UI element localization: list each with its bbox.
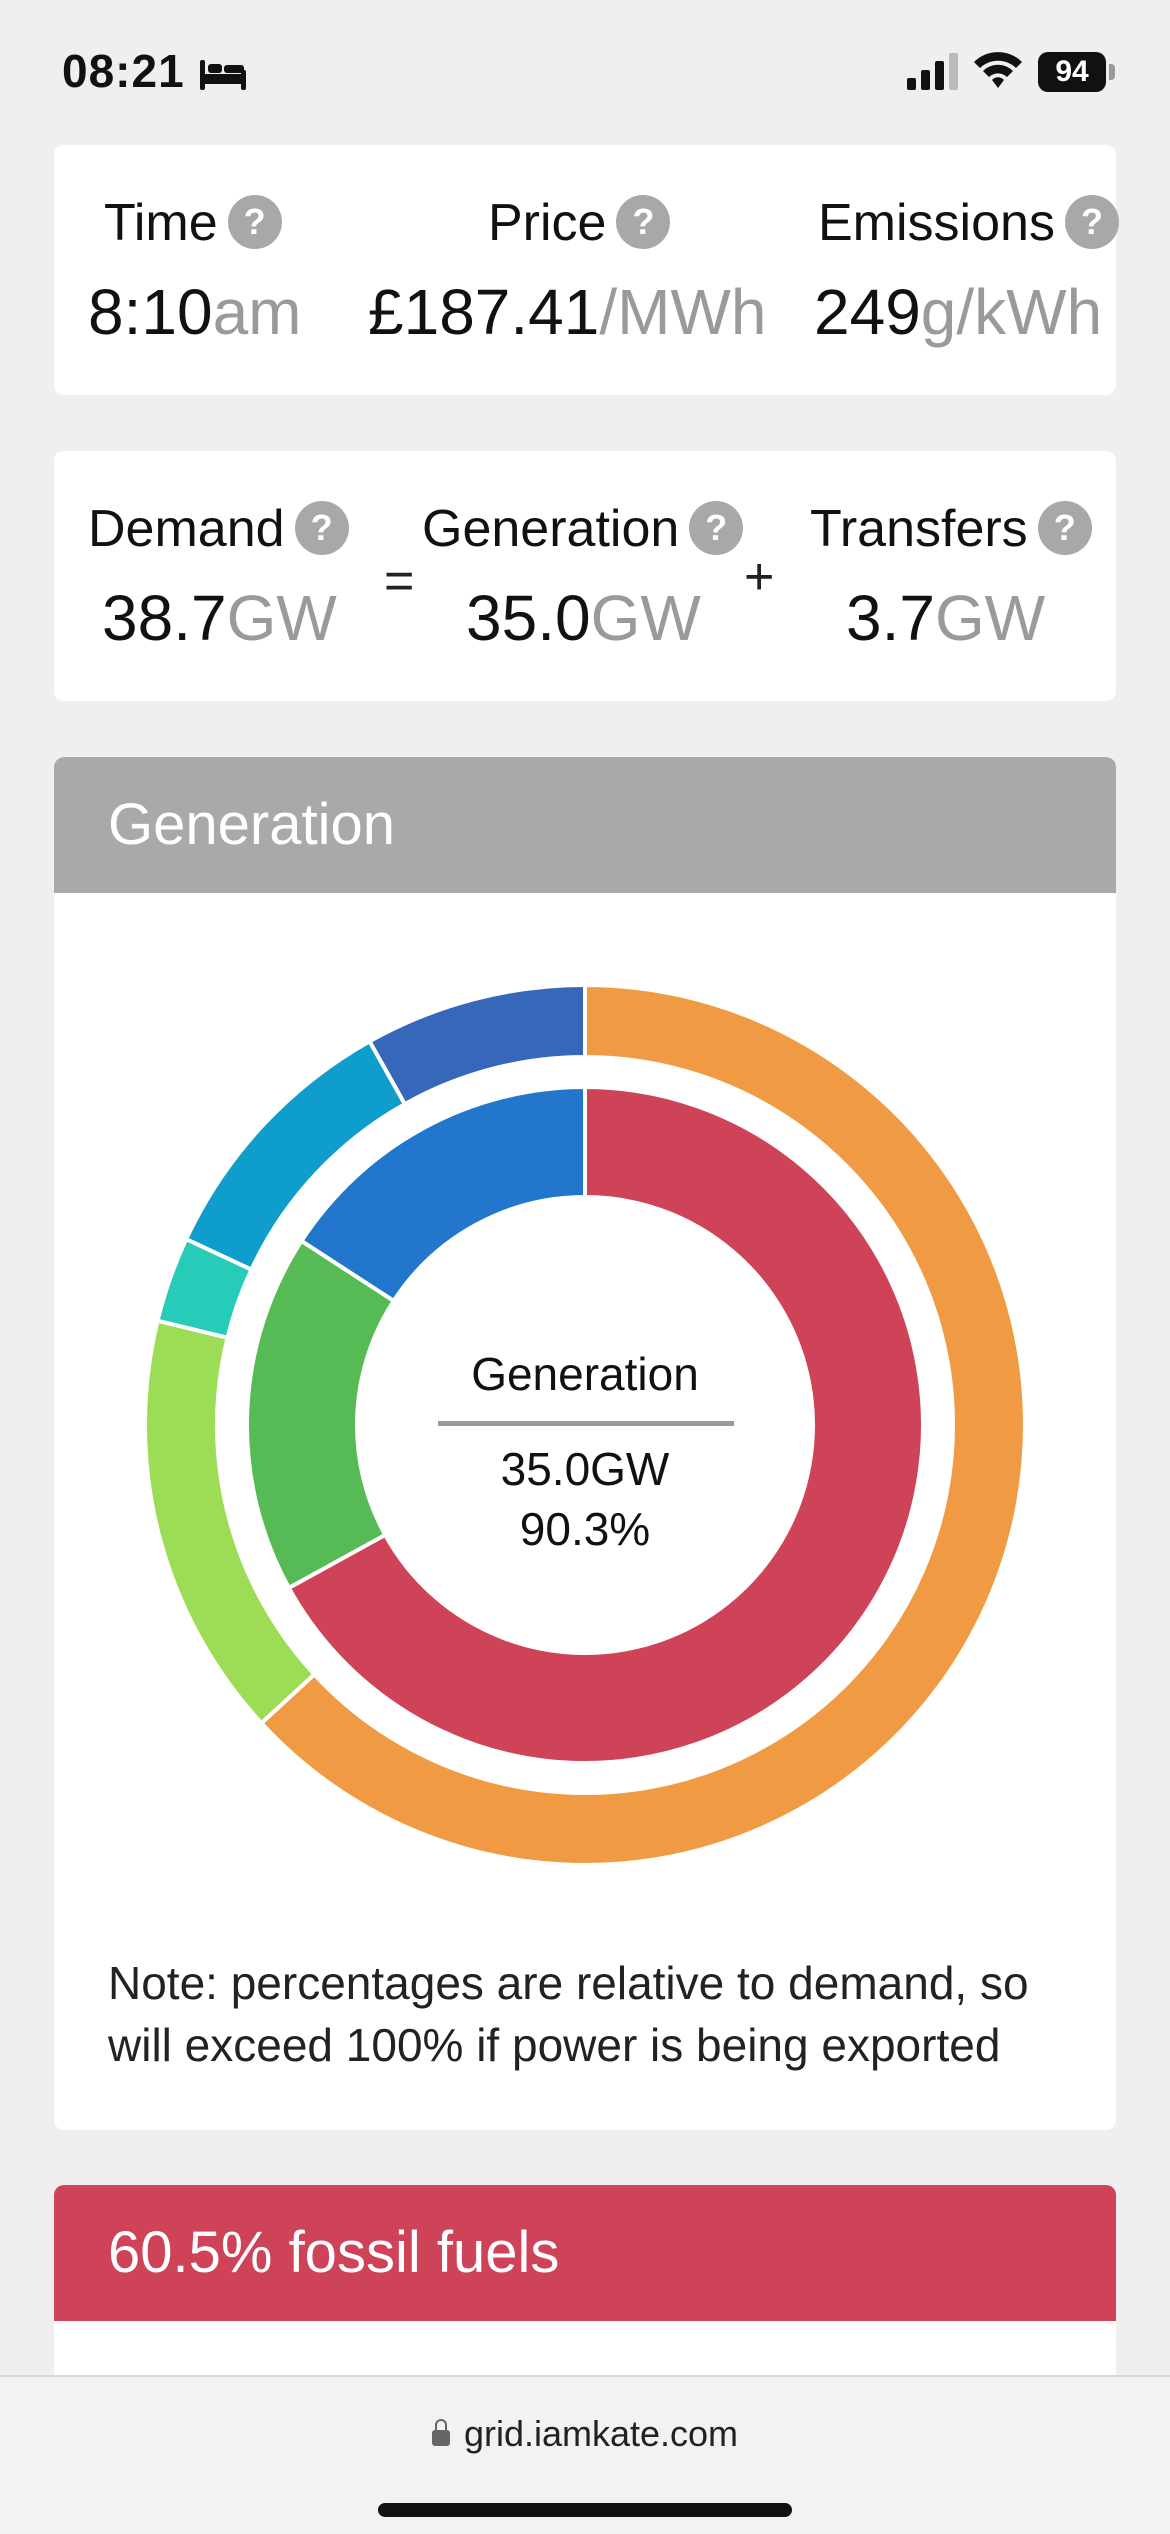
metric-time-unit: am bbox=[212, 276, 302, 348]
metric-time-value-row: 8:10am bbox=[88, 275, 301, 349]
generation-unit: GW bbox=[590, 582, 701, 654]
percentage-note: Note: percentages are relative to demand… bbox=[108, 1957, 1029, 2071]
metric-emissions-value: 249 bbox=[814, 276, 921, 348]
balance-card: Demand? 38.7GW = Generation? 35.0GW + Tr… bbox=[54, 451, 1116, 701]
outer-ring-slice-5[interactable] bbox=[366, 982, 587, 1107]
balance-demand: Demand? 38.7GW bbox=[54, 451, 1116, 701]
inner-ring-slice-1[interactable] bbox=[286, 1084, 925, 1765]
help-icon[interactable]: ? bbox=[689, 501, 744, 556]
generation-label: Generation bbox=[422, 500, 680, 558]
url-text: grid.iamkate.com bbox=[463, 2413, 739, 2454]
demand-label-row: Demand? bbox=[88, 499, 349, 559]
home-indicator[interactable] bbox=[378, 2503, 792, 2517]
help-icon[interactable]: ? bbox=[294, 501, 349, 556]
metric-emissions-value-row: 249g/kWh bbox=[814, 275, 1102, 349]
equals-sign: = bbox=[384, 552, 415, 610]
metrics-card: Time? 8:10am Price? £187.41/MWh Emission… bbox=[54, 145, 1119, 395]
help-icon[interactable]: ? bbox=[616, 195, 671, 250]
wifi-icon bbox=[974, 52, 1022, 88]
generation-value-row: 35.0GW bbox=[466, 581, 701, 655]
inner-ring-slice-3[interactable] bbox=[298, 1084, 587, 1304]
lock-icon bbox=[431, 2419, 450, 2446]
address-bar[interactable]: grid.iamkate.com bbox=[0, 2413, 1170, 2455]
balance-transfers: Transfers? 3.7GW bbox=[54, 451, 1116, 701]
generation-label-row: Generation? bbox=[422, 499, 744, 559]
fossil-fuels-title: 60.5% fossil fuels bbox=[54, 2185, 1116, 2321]
metric-price-unit: /MWh bbox=[599, 276, 767, 348]
metric-price-value: £187.41 bbox=[368, 276, 600, 348]
demand-label: Demand bbox=[88, 500, 285, 558]
generation-chart: Generation 35.0GW 90.3% bbox=[54, 757, 1116, 2130]
metric-time-label: Time bbox=[104, 194, 218, 252]
help-icon[interactable]: ? bbox=[227, 195, 282, 250]
status-bar: 08:21 94 bbox=[0, 0, 1170, 145]
help-icon[interactable]: ? bbox=[1064, 195, 1119, 250]
help-icon[interactable]: ? bbox=[1037, 501, 1092, 556]
browser-bottom-bar: grid.iamkate.com bbox=[0, 2375, 1170, 2534]
generation-panel-title: Generation bbox=[54, 757, 1116, 893]
metric-time: Time? 8:10am bbox=[54, 145, 354, 395]
metric-emissions-label-row: Emissions? bbox=[818, 193, 1119, 253]
generation-value: 35.0 bbox=[466, 582, 591, 654]
metric-price: Price? £187.41/MWh bbox=[54, 145, 1116, 395]
metric-emissions-unit: g/kWh bbox=[920, 276, 1103, 348]
metric-price-label: Price bbox=[488, 194, 607, 252]
transfers-value: 3.7 bbox=[846, 582, 935, 654]
metric-time-value: 8:10 bbox=[88, 276, 213, 348]
plus-sign: + bbox=[744, 548, 775, 606]
metric-time-label-row: Time? bbox=[104, 193, 282, 253]
battery-level: 94 bbox=[1038, 52, 1106, 92]
donut-center-percent: 90.3% bbox=[519, 1503, 651, 1555]
battery-tip bbox=[1109, 64, 1115, 80]
metric-emissions-label: Emissions bbox=[818, 194, 1055, 252]
cellular-signal-icon bbox=[907, 53, 958, 90]
sleep-focus-icon bbox=[200, 60, 246, 90]
donut-center-divider bbox=[438, 1421, 734, 1426]
demand-unit: GW bbox=[226, 582, 337, 654]
demand-value: 38.7 bbox=[102, 582, 227, 654]
demand-value-row: 38.7GW bbox=[102, 581, 337, 655]
transfers-label-row: Transfers? bbox=[810, 499, 1092, 559]
generation-donut-chart bbox=[143, 982, 1027, 1867]
metric-emissions: Emissions? 249g/kWh bbox=[54, 145, 1119, 395]
donut-center-value: 35.0GW bbox=[500, 1443, 670, 1495]
transfers-value-row: 3.7GW bbox=[846, 581, 1045, 655]
outer-ring-slice-1[interactable] bbox=[258, 982, 1027, 1867]
balance-generation: Generation? 35.0GW bbox=[54, 451, 1116, 701]
transfers-label: Transfers bbox=[810, 500, 1028, 558]
donut-center-title: Generation bbox=[471, 1348, 699, 1400]
metric-price-label-row: Price? bbox=[488, 193, 671, 253]
status-time: 08:21 bbox=[62, 45, 185, 97]
metric-price-value-row: £187.41/MWh bbox=[368, 275, 766, 349]
generation-panel: Generation Generation 35.0GW 90.3% Note:… bbox=[54, 757, 1116, 2130]
transfers-unit: GW bbox=[934, 582, 1046, 654]
